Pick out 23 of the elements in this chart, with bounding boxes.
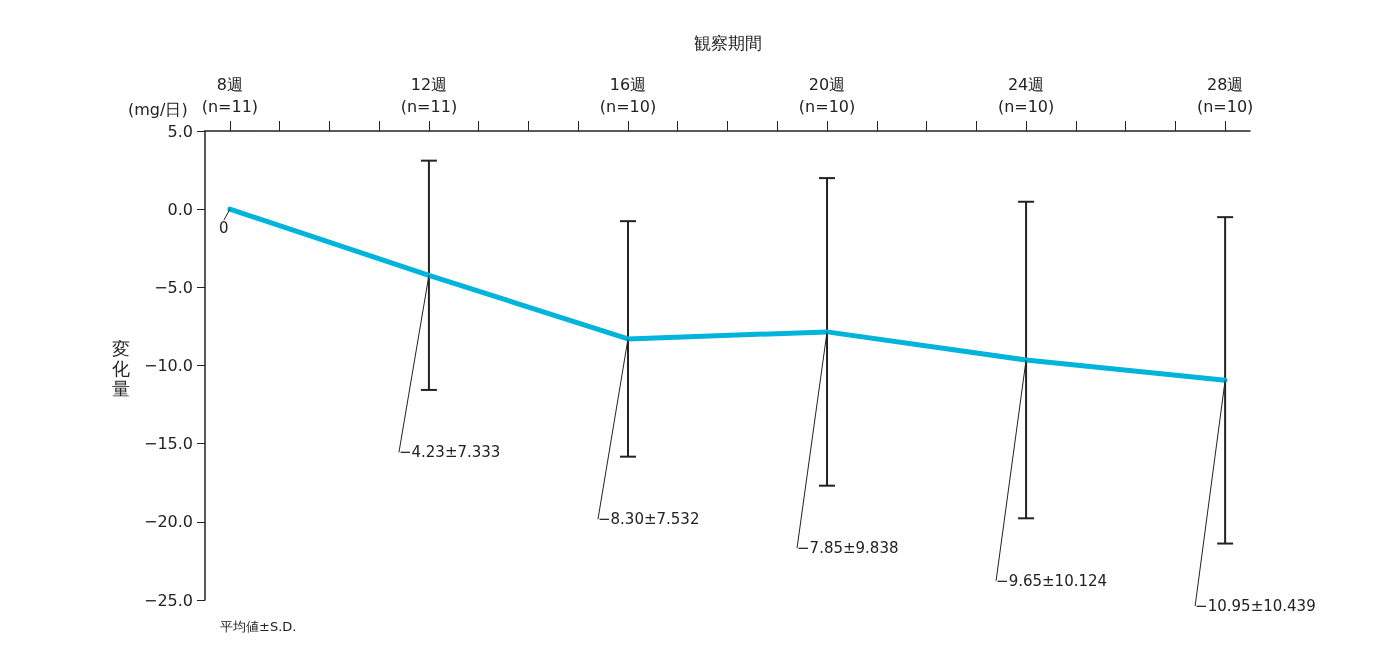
x-tick-label: 20週 (n=10) [798, 74, 856, 116]
y-tick-label: −5.0 [154, 277, 193, 297]
x-tick-label: 28週 (n=10) [1196, 74, 1254, 116]
x-tick-label: 24週 (n=10) [997, 74, 1055, 116]
y-axis-title: 変化量 [112, 337, 130, 399]
y-tick-label: −10.0 [143, 356, 193, 375]
y-tick-label: 5.0 [167, 121, 193, 141]
x-tick-label: 16週 (n=10) [599, 74, 657, 116]
x-tick-label: 12週 (n=11) [400, 74, 458, 116]
y-tick-label: −25.0 [143, 590, 193, 610]
x-axis-title: 観察期間 [693, 32, 762, 53]
data-label: −10.95±10.439 [1195, 597, 1316, 616]
data-label: 0 [219, 218, 229, 237]
x-tick-label: 8週 (n=11) [201, 74, 259, 116]
data-label: −8.30±7.532 [597, 510, 700, 529]
data-label: −4.23±7.333 [398, 443, 501, 462]
data-label: −9.65±10.124 [996, 571, 1108, 590]
y-tick-label: −20.0 [143, 512, 193, 532]
data-label: −7.85±9.838 [797, 539, 899, 558]
text: 平均値±S.D. [220, 619, 297, 634]
y-tick-label: 0.0 [167, 199, 193, 219]
y-tick-label: −15.0 [143, 434, 193, 454]
text: (mg/日) [128, 99, 188, 119]
